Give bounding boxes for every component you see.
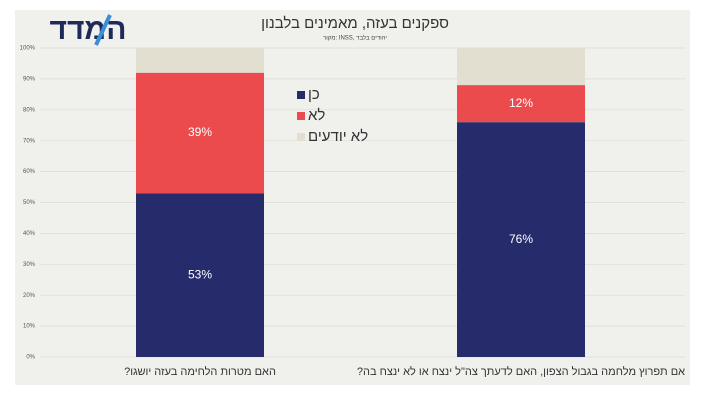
y-tick-label: 70% (23, 138, 36, 144)
y-tick-label: 40% (23, 231, 36, 237)
legend-swatch (297, 91, 305, 99)
y-tick-label: 0% (26, 355, 35, 361)
y-tick-label: 60% (23, 169, 36, 175)
legend-swatch (297, 112, 305, 120)
chart-subtitle: מקור: INSS, יהודים בלבד (323, 34, 387, 42)
legend-label: לא (308, 107, 325, 124)
bar-segment (457, 122, 585, 357)
value-label: 76% (509, 232, 533, 246)
logo-slash (94, 14, 112, 46)
y-tick-label: 90% (23, 76, 36, 82)
value-label: 53% (188, 267, 212, 281)
value-label: 39% (188, 125, 212, 139)
y-tick-label: 10% (23, 324, 36, 330)
y-tick-label: 50% (23, 200, 36, 206)
bar-segment (457, 85, 585, 123)
chart-title: ספקנים בעזה, מאמינים בלבנון (261, 15, 449, 32)
value-label: 12% (509, 96, 533, 110)
bar-segment (136, 72, 264, 194)
y-tick-label: 100% (20, 46, 36, 52)
y-tick-label: 20% (23, 293, 36, 299)
bar-segment (136, 193, 264, 357)
x-tick-label: האם מטרות הלחימה בעזה יושגו? (124, 365, 276, 378)
y-tick-label: 80% (23, 107, 36, 113)
legend-label: לא יודעים (308, 128, 368, 145)
logo: המדד (50, 13, 127, 46)
legend-label: כן (308, 86, 320, 103)
legend-swatch (297, 133, 305, 141)
bar-segment (457, 48, 585, 86)
y-tick-label: 30% (23, 262, 36, 268)
bar-segment (136, 48, 264, 73)
x-tick-label: אם תפרוץ מלחמה בגבול הצפון, האם לדעתך צה… (357, 365, 685, 378)
panel (15, 10, 690, 385)
